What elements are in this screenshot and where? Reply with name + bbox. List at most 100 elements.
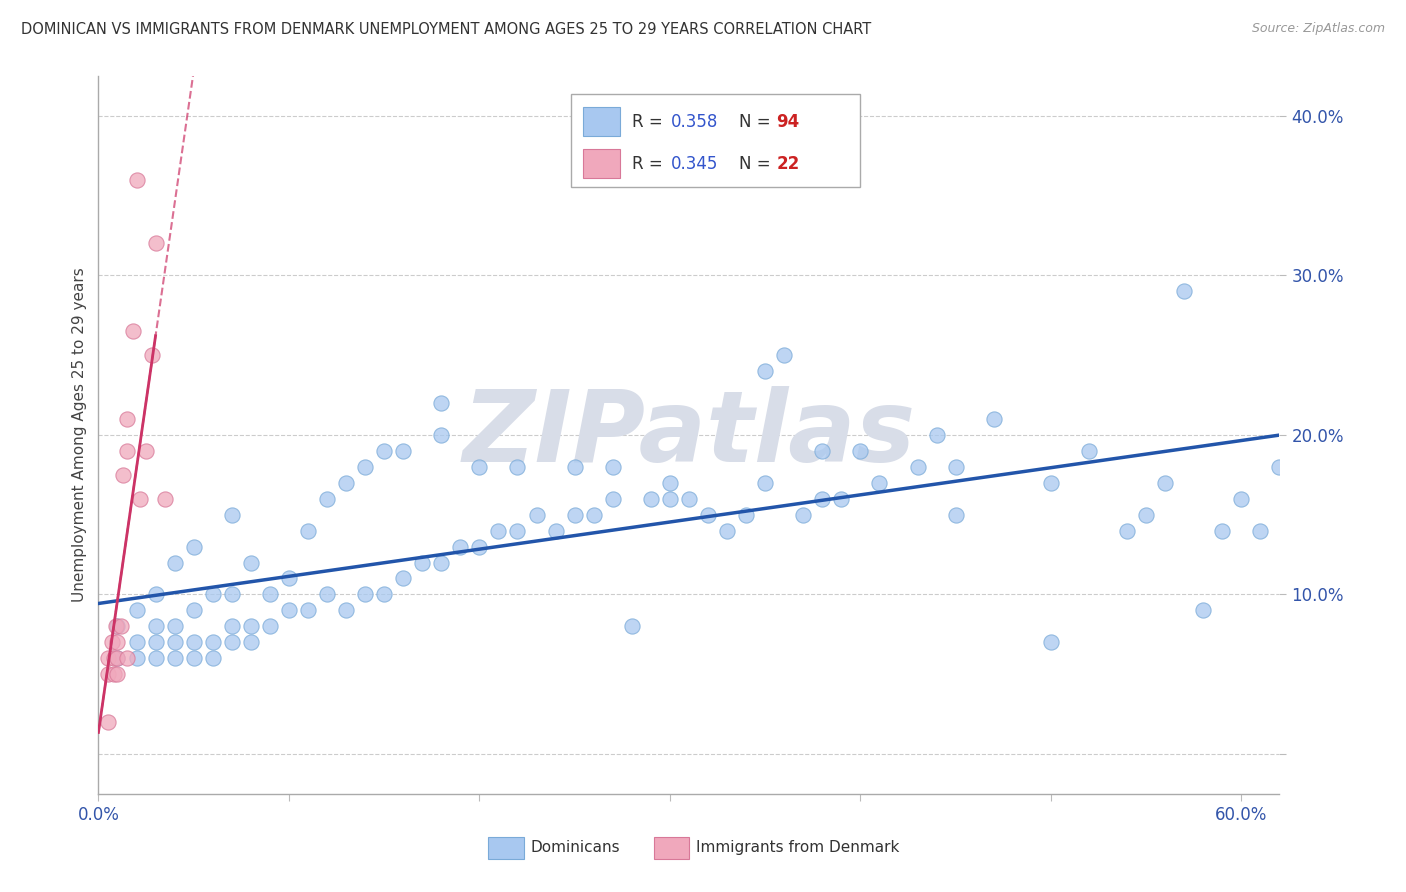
Point <box>449 540 471 554</box>
Point <box>602 459 624 474</box>
Point <box>754 364 776 378</box>
Point <box>792 508 814 522</box>
Point <box>297 524 319 538</box>
Point <box>163 619 186 633</box>
Point <box>1249 524 1271 538</box>
Point <box>277 603 299 617</box>
Point <box>103 667 125 681</box>
Point <box>925 427 948 442</box>
Text: 0.345: 0.345 <box>671 155 718 173</box>
Point <box>620 619 643 633</box>
Point <box>754 475 776 490</box>
Text: ZIPatlas: ZIPatlas <box>463 386 915 483</box>
Point <box>335 603 357 617</box>
Point <box>125 651 148 665</box>
Point <box>141 348 163 362</box>
Point <box>145 619 167 633</box>
Point <box>849 443 872 458</box>
Point <box>107 635 129 649</box>
Point <box>1116 524 1139 538</box>
Point <box>104 619 127 633</box>
Point <box>1173 284 1195 298</box>
Point <box>115 443 138 458</box>
Text: Dominicans: Dominicans <box>530 840 620 855</box>
FancyBboxPatch shape <box>488 837 523 858</box>
Point <box>112 467 135 482</box>
Point <box>1039 475 1062 490</box>
Point <box>1211 524 1233 538</box>
Point <box>1154 475 1177 490</box>
Point <box>163 635 186 649</box>
Point <box>97 651 120 665</box>
Point <box>107 651 129 665</box>
Point <box>221 587 243 601</box>
Point <box>110 619 132 633</box>
Point <box>316 491 339 506</box>
Point <box>163 651 186 665</box>
Point <box>564 508 586 522</box>
Text: Source: ZipAtlas.com: Source: ZipAtlas.com <box>1251 22 1385 36</box>
Point <box>145 587 167 601</box>
Point <box>373 587 395 601</box>
Point <box>945 459 967 474</box>
Point <box>1230 491 1253 506</box>
Point <box>907 459 929 474</box>
Point <box>697 508 720 522</box>
Point <box>135 443 157 458</box>
Point <box>354 459 377 474</box>
Y-axis label: Unemployment Among Ages 25 to 29 years: Unemployment Among Ages 25 to 29 years <box>72 268 87 602</box>
Text: R =: R = <box>633 155 668 173</box>
Point <box>201 587 224 601</box>
Point <box>468 540 491 554</box>
Point <box>239 619 262 633</box>
FancyBboxPatch shape <box>582 107 620 136</box>
Point <box>129 491 152 506</box>
Point <box>107 619 129 633</box>
Point <box>183 651 205 665</box>
Point <box>183 635 205 649</box>
Point <box>201 635 224 649</box>
Point <box>411 556 433 570</box>
Point <box>773 348 796 362</box>
Point <box>145 635 167 649</box>
Text: N =: N = <box>738 112 776 131</box>
Point <box>239 635 262 649</box>
FancyBboxPatch shape <box>571 94 860 187</box>
Point <box>544 524 567 538</box>
Point <box>125 635 148 649</box>
Text: 94: 94 <box>776 112 800 131</box>
Point <box>678 491 700 506</box>
Point <box>526 508 548 522</box>
Text: N =: N = <box>738 155 776 173</box>
Point <box>183 540 205 554</box>
Point <box>430 427 453 442</box>
Point <box>582 508 605 522</box>
Point <box>373 443 395 458</box>
Point <box>430 556 453 570</box>
Point <box>811 491 834 506</box>
Point <box>868 475 890 490</box>
Point <box>277 571 299 585</box>
Point <box>506 459 529 474</box>
Point <box>830 491 852 506</box>
Point <box>239 556 262 570</box>
Point <box>121 324 143 338</box>
Point <box>1192 603 1215 617</box>
Point <box>468 459 491 474</box>
Point <box>488 524 510 538</box>
Point <box>259 587 281 601</box>
Point <box>1078 443 1101 458</box>
Point <box>658 475 681 490</box>
Text: 22: 22 <box>776 155 800 173</box>
Point <box>735 508 758 522</box>
Point <box>392 571 415 585</box>
Point <box>1039 635 1062 649</box>
Text: Immigrants from Denmark: Immigrants from Denmark <box>696 840 900 855</box>
Point <box>392 443 415 458</box>
Point <box>100 635 122 649</box>
Point <box>115 651 138 665</box>
FancyBboxPatch shape <box>654 837 689 858</box>
Point <box>354 587 377 601</box>
Point <box>183 603 205 617</box>
Point <box>430 396 453 410</box>
